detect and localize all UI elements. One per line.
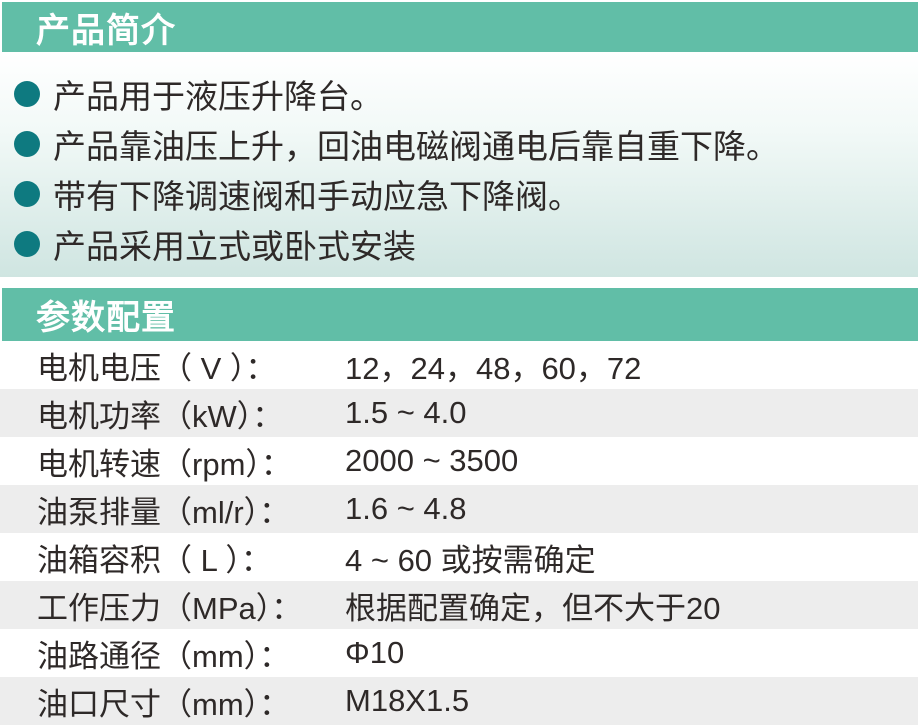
list-item: 产品采用立式或卧式安装 (0, 219, 918, 269)
spec-value: 根据配置确定，但不大于20 (345, 590, 721, 626)
spec-label: 油路通径（mm）： (37, 638, 291, 674)
spec-value: Φ10 (345, 635, 405, 670)
spec-label: 油口尺寸（mm）： (37, 686, 291, 722)
specs-section: 参数配置 电机电压（ V ）： 12，24，48，60，72 电机功率（kW）：… (0, 288, 918, 725)
spec-value: M18X1.5 (345, 683, 470, 718)
intro-bullet-list: 产品用于液压升降台。 产品靠油压上升，回油电磁阀通电后靠自重下降。 带有下降调速… (0, 52, 918, 277)
spec-label: 工作压力（MPa）： (37, 590, 303, 626)
spec-label: 电机转速（rpm）： (37, 446, 292, 482)
spec-label: 油泵排量（ml/r）： (37, 494, 291, 530)
bullet-text: 带有下降调速阀和手动应急下降阀。 (53, 178, 581, 215)
table-row: 电机转速（rpm）： 2000 ~ 3500 (0, 437, 918, 485)
table-row: 电机功率（kW）： 1.5 ~ 4.0 (0, 389, 918, 437)
section-divider (0, 277, 918, 288)
table-row: 油箱容积（ L ）： 4 ~ 60 或按需确定 (0, 533, 918, 581)
list-item: 产品用于液压升降台。 (0, 69, 918, 119)
table-row: 油泵排量（ml/r）： 1.6 ~ 4.8 (0, 485, 918, 533)
table-row: 电机电压（ V ）： 12，24，48，60，72 (0, 341, 918, 389)
spec-value: 12，24，48，60，72 (345, 350, 642, 386)
bullet-dot-icon (14, 81, 40, 107)
table-row: 工作压力（MPa）： 根据配置确定，但不大于20 (0, 581, 918, 629)
spec-label: 油箱容积（ L ）： (37, 542, 272, 578)
spec-value: 1.5 ~ 4.0 (345, 395, 467, 430)
intro-section-header: 产品简介 (2, 2, 918, 52)
spec-label: 电机功率（kW）： (37, 398, 284, 434)
spec-label: 电机电压（ V ）： (37, 350, 277, 386)
spec-value: 1.6 ~ 4.8 (345, 491, 467, 526)
specs-section-title: 参数配置 (36, 299, 176, 337)
spec-table: 电机电压（ V ）： 12，24，48，60，72 电机功率（kW）： 1.5 … (0, 341, 918, 725)
bullet-text: 产品靠油压上升，回油电磁阀通电后靠自重下降。 (53, 128, 779, 165)
intro-section-title: 产品简介 (36, 11, 176, 50)
intro-section: 产品简介 产品用于液压升降台。 产品靠油压上升，回油电磁阀通电后靠自重下降。 带… (0, 2, 918, 277)
bullet-text: 产品采用立式或卧式安装 (53, 228, 416, 265)
specs-section-header: 参数配置 (2, 288, 918, 341)
bullet-dot-icon (14, 181, 40, 207)
table-row: 油路通径（mm）： Φ10 (0, 629, 918, 677)
spec-value: 4 ~ 60 或按需确定 (345, 542, 596, 578)
list-item: 带有下降调速阀和手动应急下降阀。 (0, 169, 918, 219)
table-row: 油口尺寸（mm）： M18X1.5 (0, 677, 918, 725)
bullet-dot-icon (14, 231, 40, 257)
bullet-text: 产品用于液压升降台。 (53, 78, 383, 115)
spec-value: 2000 ~ 3500 (345, 443, 519, 478)
list-item: 产品靠油压上升，回油电磁阀通电后靠自重下降。 (0, 119, 918, 169)
bullet-dot-icon (14, 131, 40, 157)
